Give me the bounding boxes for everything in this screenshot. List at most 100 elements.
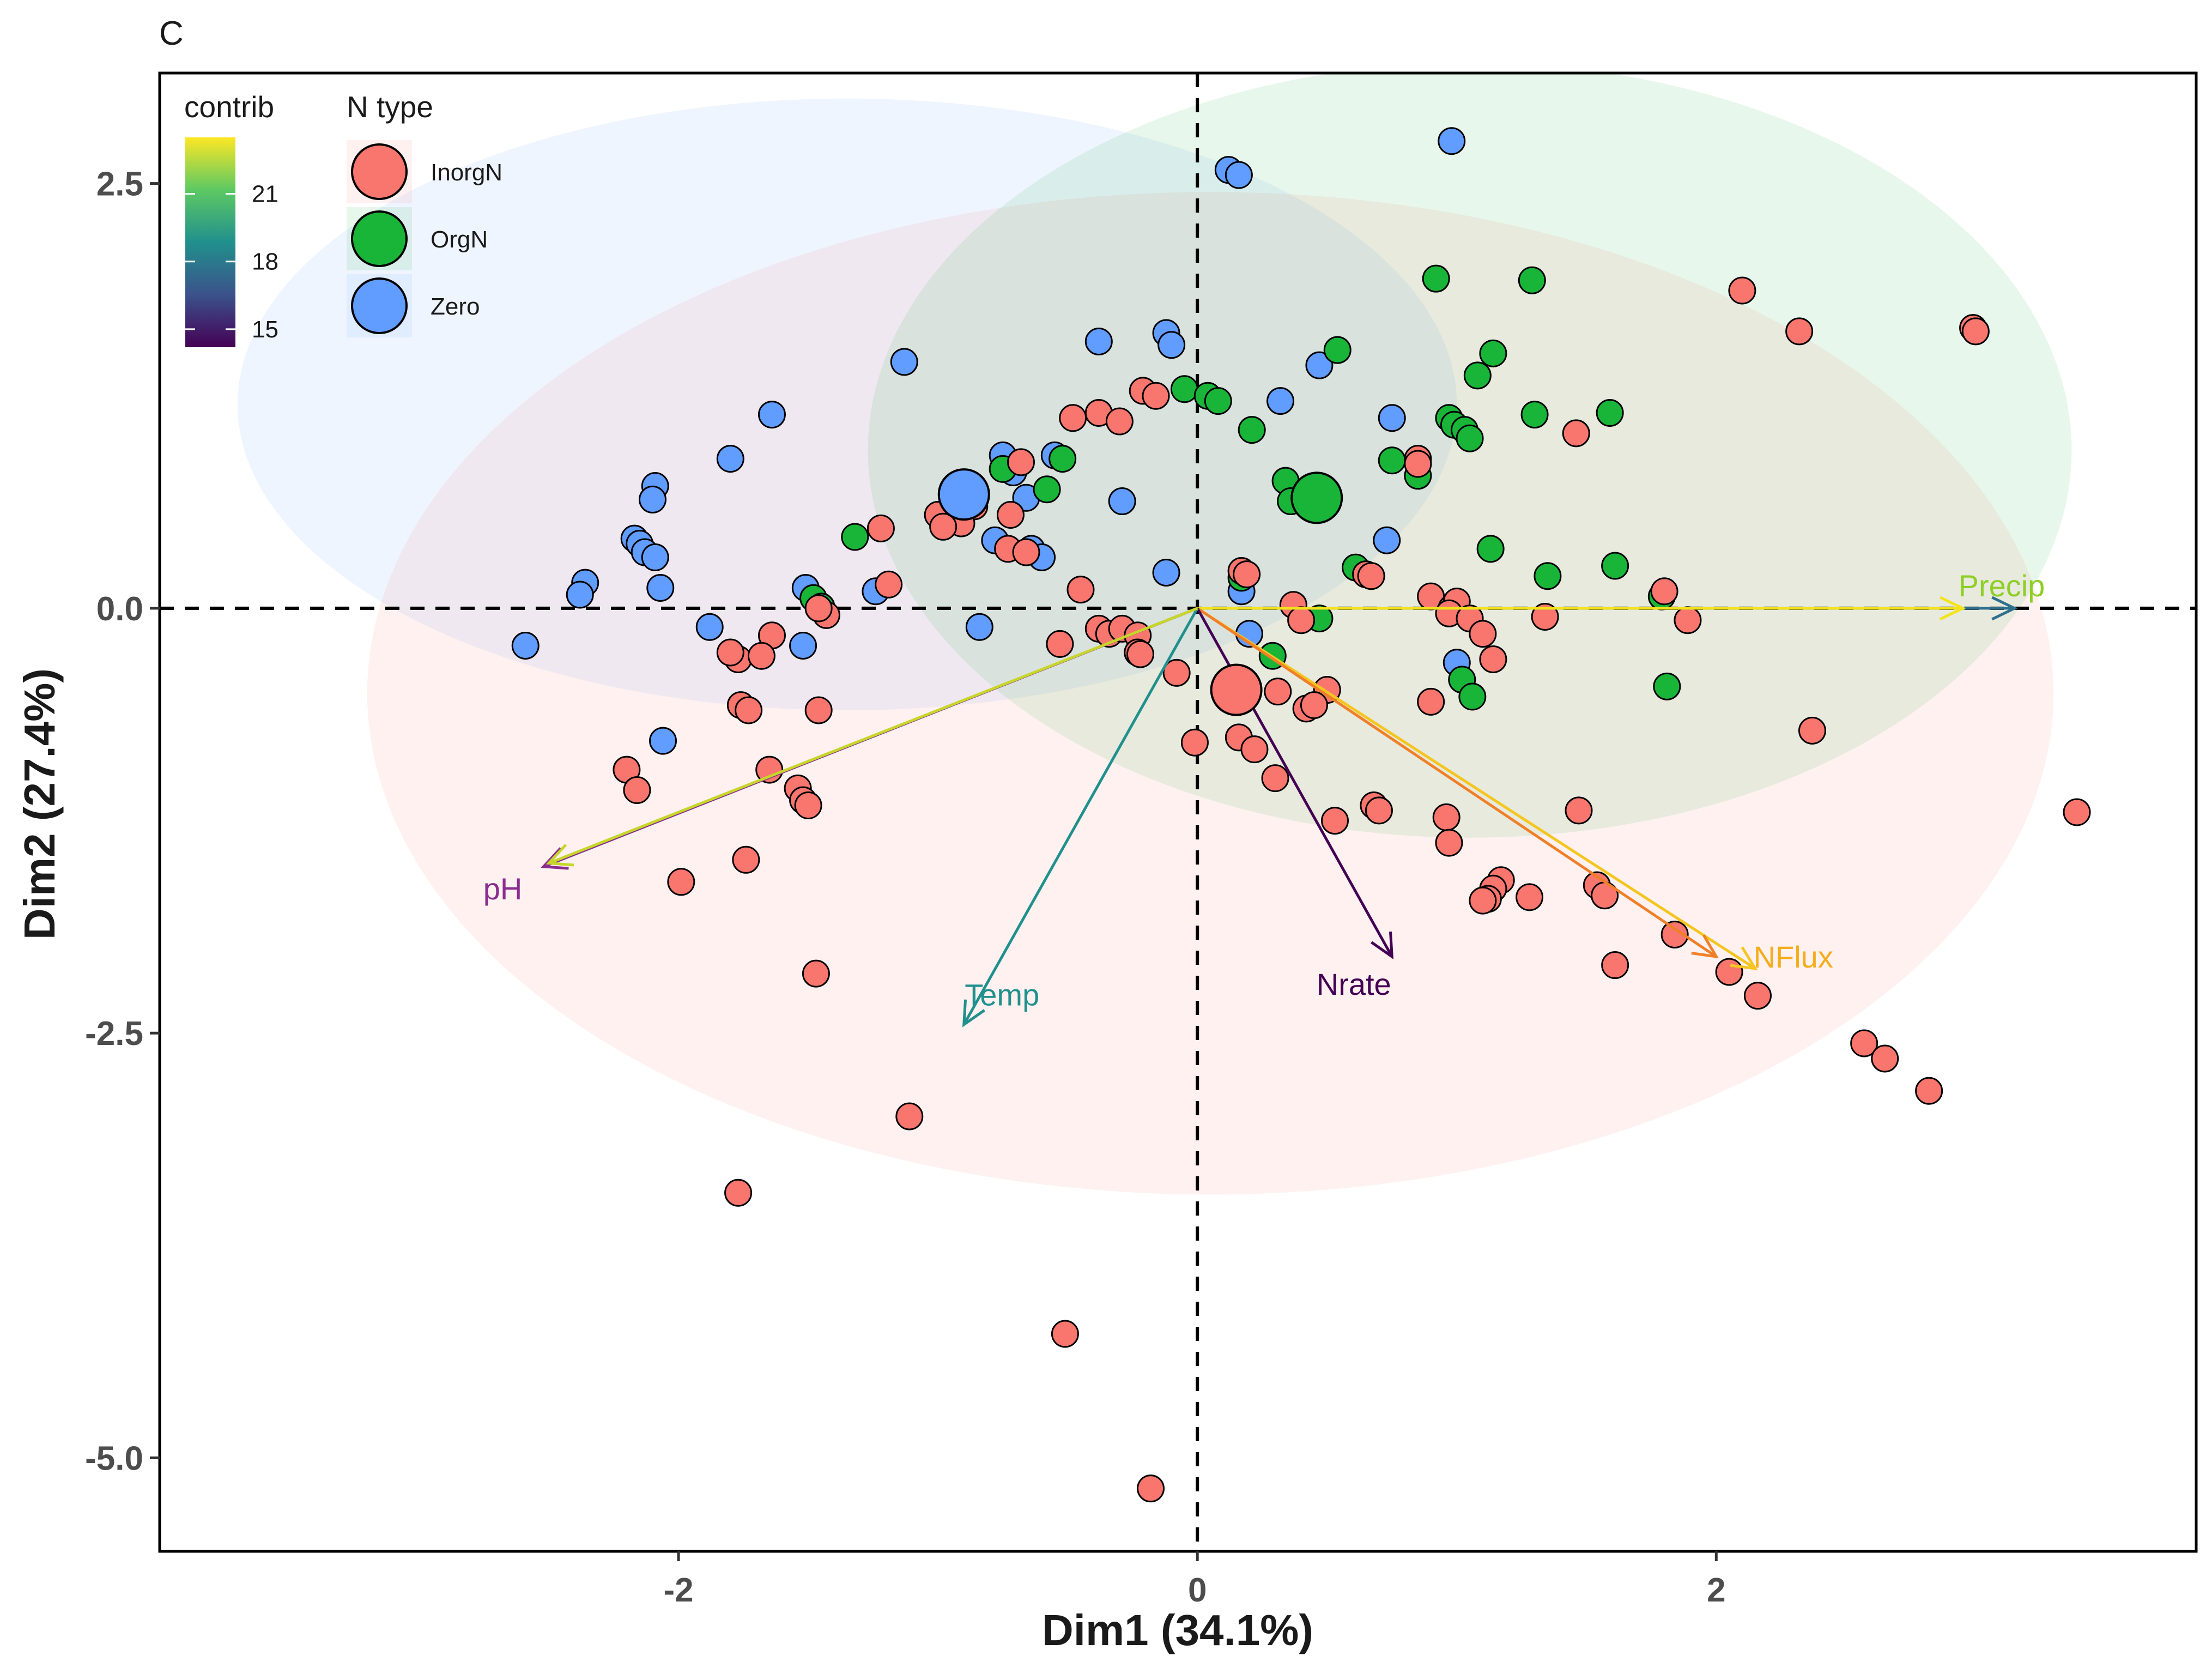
point-orgn [1520, 401, 1549, 429]
point-orgn [1458, 682, 1487, 711]
point-zero [890, 348, 918, 376]
colorbar-tick-label: 21 [252, 180, 278, 207]
point-inorgn [1287, 606, 1316, 634]
arrow-label-temp: Temp [965, 978, 1039, 1012]
point-zero [649, 727, 677, 755]
x-tick-label: 0 [1188, 1572, 1207, 1609]
variable-arrows: Precip NFlux Nrate Temp pH [483, 569, 2045, 1028]
point-inorgn [1961, 317, 1990, 346]
point-inorgn [1715, 958, 1743, 986]
colorbar-tick-label: 15 [252, 316, 278, 343]
legend-label-orgn: OrgN [431, 226, 488, 253]
point-inorgn [1321, 807, 1349, 835]
arrow-label-nrate: Nrate [1317, 967, 1391, 1001]
point-orgn [1033, 475, 1061, 504]
point-inorgn [735, 696, 763, 724]
point-inorgn [1516, 883, 1544, 911]
point-inorgn [1531, 603, 1559, 631]
point-inorgn [794, 791, 822, 820]
arrowhead-nflux [1730, 946, 1758, 970]
point-orgn [1204, 387, 1232, 415]
point-zero [1378, 404, 1406, 432]
x-axis: -2 0 2 [664, 1551, 1726, 1609]
legend-key-orgn [351, 210, 408, 267]
point-inorgn [667, 868, 695, 896]
point-inorgn [1105, 407, 1134, 436]
confidence-ellipses [237, 73, 2072, 1195]
point-inorgn [1562, 419, 1590, 448]
point-orgn [1601, 552, 1629, 580]
legend-label-inorgn: InorgN [431, 159, 502, 186]
contrib-legend: contrib 21 18 15 [184, 90, 278, 347]
point-inorgn [1650, 577, 1678, 606]
point-inorgn [875, 570, 903, 599]
point-inorgn [1051, 1320, 1079, 1348]
arrowhead-ph2 [546, 844, 574, 867]
point-orgn [1378, 446, 1406, 475]
centroid-inorgn [1210, 663, 1263, 716]
point-orgn [1170, 375, 1198, 403]
point-inorgn [1007, 448, 1035, 476]
x-axis-title: Dim1 (34.1%) [1042, 1606, 1313, 1654]
point-inorgn [1365, 796, 1393, 825]
point-inorgn [1479, 645, 1507, 673]
legend-key-inorgn [351, 143, 408, 200]
ellipse-orgn [868, 73, 2072, 838]
y-tick-label: -5.0 [85, 1440, 143, 1478]
point-orgn [841, 523, 869, 551]
point-inorgn [1435, 829, 1463, 857]
point-inorgn [1404, 450, 1432, 478]
centroid-zero [937, 468, 990, 521]
point-zero [1225, 161, 1253, 189]
arrow-label-precip: Precip [1959, 569, 2045, 603]
n-type-legend: N type InorgN OrgN Zero [347, 90, 502, 337]
legend-label-zero: Zero [431, 293, 480, 320]
x-tick-label: -2 [664, 1572, 694, 1609]
point-zero [641, 543, 669, 571]
arrowhead-nflux2 [1691, 934, 1719, 959]
colorbar-tick-label: 18 [252, 249, 278, 275]
point-inorgn [1059, 404, 1087, 432]
point-inorgn [1162, 658, 1191, 687]
group-centroids [937, 468, 1343, 716]
point-inorgn [1300, 691, 1328, 720]
point-inorgn [1137, 1474, 1165, 1503]
arrowhead-ph [541, 847, 569, 870]
arrow-label-nflux: NFlux [1754, 940, 1833, 974]
point-zero [716, 445, 744, 473]
panel-label: C [159, 15, 184, 52]
point-inorgn [2063, 798, 2091, 826]
point-zero [757, 401, 786, 429]
point-inorgn [1850, 1029, 1878, 1057]
point-inorgn [716, 638, 744, 667]
y-tick-label: 0.0 [96, 590, 143, 628]
point-inorgn [895, 1102, 924, 1131]
plot-panel: Precip NFlux Nrate Temp pH [158, 71, 2198, 1553]
ellipse-zero [237, 98, 1457, 710]
point-zero [646, 574, 675, 602]
y-axis-title: Dim2 (27.4%) [15, 668, 64, 940]
point-zero [1084, 328, 1113, 356]
arrowhead-temp [962, 999, 985, 1028]
n-type-legend-title: N type [347, 90, 433, 124]
point-inorgn [1046, 630, 1074, 658]
point-inorgn [1126, 640, 1154, 668]
point-zero [1305, 351, 1334, 379]
point-inorgn [1743, 982, 1772, 1010]
point-zero [965, 613, 993, 641]
y-tick-label: -2.5 [85, 1015, 143, 1053]
point-zero [1266, 387, 1295, 415]
plot-border [158, 71, 2198, 1553]
point-inorgn [1240, 735, 1269, 764]
arrow-label-ph: pH [483, 872, 523, 906]
point-inorgn [1142, 382, 1170, 410]
point-inorgn [866, 514, 895, 542]
point-orgn [1518, 266, 1546, 294]
arrowhead-nrate [1371, 931, 1394, 959]
point-inorgn [1261, 764, 1289, 793]
point-orgn [1049, 445, 1077, 473]
arrow-nflux2 [1196, 607, 1717, 958]
point-zero [1157, 331, 1186, 359]
point-inorgn [929, 512, 957, 541]
